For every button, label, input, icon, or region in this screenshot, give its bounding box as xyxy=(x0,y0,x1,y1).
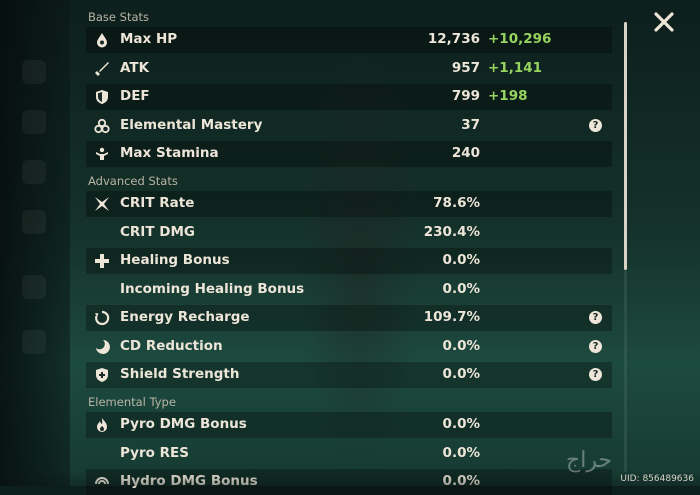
stat-label: Hydro DMG Bonus xyxy=(120,473,258,489)
sidebar-ghost-icon xyxy=(22,60,46,84)
section-title-base-stats: Base Stats xyxy=(88,10,150,24)
stat-value: 37 xyxy=(461,117,480,133)
stat-label: CRIT Rate xyxy=(120,195,195,211)
stat-row-max-stamina: Max Stamina 240 xyxy=(86,141,612,167)
left-sidebar-strip xyxy=(0,0,70,486)
stat-row-pyro-dmg-bonus: Pyro DMG Bonus 0.0% xyxy=(86,412,612,438)
bottom-fade xyxy=(0,470,700,486)
stat-value: 230.4% xyxy=(423,224,480,240)
section-title-elemental-type: Elemental Type xyxy=(88,395,176,409)
stat-label: ATK xyxy=(120,60,150,76)
stat-value: 799 xyxy=(451,88,480,104)
stat-row-pyro-res: Pyro RES 0.0% xyxy=(86,441,612,467)
stat-value: 78.6% xyxy=(433,195,480,211)
help-icon[interactable]: ? xyxy=(589,119,602,132)
stat-label: DEF xyxy=(120,88,150,104)
shield-strength-icon xyxy=(96,368,108,382)
stat-row-max-hp: Max HP 12,736 +10,296 xyxy=(86,27,612,53)
stat-label: Pyro DMG Bonus xyxy=(120,416,247,432)
stat-value: 12,736 xyxy=(427,31,480,47)
stat-row-elemental-mastery: Elemental Mastery 37 ? xyxy=(86,113,612,139)
stat-value: 109.7% xyxy=(423,309,480,325)
stat-bonus: +1,141 xyxy=(488,60,543,76)
crit-icon xyxy=(95,197,109,211)
stat-value: 0.0% xyxy=(442,445,480,461)
pyro-icon xyxy=(97,418,107,432)
uid-label: UID: 856489636 xyxy=(620,474,694,484)
healing-cross-icon xyxy=(95,254,109,268)
stat-label: Elemental Mastery xyxy=(120,117,263,133)
sidebar-ghost-icon xyxy=(22,275,46,299)
stat-value: 0.0% xyxy=(442,366,480,382)
stat-value: 0.0% xyxy=(442,416,480,432)
stamina-icon xyxy=(96,147,108,160)
character-silhouette xyxy=(300,40,420,480)
stat-value: 240 xyxy=(451,145,480,161)
stat-row-energy-recharge: Energy Recharge 109.7% ? xyxy=(86,305,612,331)
close-button[interactable] xyxy=(651,9,677,35)
section-title-advanced-stats: Advanced Stats xyxy=(88,174,178,188)
sidebar-ghost-icon xyxy=(22,330,46,354)
stats-panel: Base Stats Max HP 12,736 +10,296 ATK 957… xyxy=(86,0,614,495)
stat-value: 0.0% xyxy=(442,338,480,354)
stat-value: 0.0% xyxy=(442,252,480,268)
watermark-logo: حراج xyxy=(566,448,613,473)
sword-icon xyxy=(95,62,109,76)
scrollbar-thumb[interactable] xyxy=(624,22,627,270)
stat-label: CD Reduction xyxy=(120,338,223,354)
stat-value: 0.0% xyxy=(442,281,480,297)
stat-bonus: +10,296 xyxy=(488,31,552,47)
stat-row-healing-bonus: Healing Bonus 0.0% xyxy=(86,248,612,274)
stat-value: 957 xyxy=(451,60,480,76)
help-icon[interactable]: ? xyxy=(589,340,602,353)
hydro-icon xyxy=(95,477,109,485)
stat-label: Max Stamina xyxy=(120,145,219,161)
help-icon[interactable]: ? xyxy=(589,311,602,324)
stat-value: 0.0% xyxy=(443,473,480,489)
sidebar-ghost-icon xyxy=(22,110,46,134)
sidebar-ghost-icon xyxy=(22,160,46,184)
stat-row-shield-strength: Shield Strength 0.0% ? xyxy=(86,362,612,388)
stat-label: Incoming Healing Bonus xyxy=(120,281,305,297)
mastery-icon xyxy=(94,118,110,134)
stat-bonus: +198 xyxy=(488,88,528,104)
stat-row-crit-rate: CRIT Rate 78.6% xyxy=(86,191,612,217)
energy-recharge-icon xyxy=(95,310,110,326)
sidebar-ghost-icon xyxy=(22,210,46,234)
stat-row-crit-dmg: CRIT DMG 230.4% xyxy=(86,220,612,246)
stat-row-def: DEF 799 +198 xyxy=(86,84,612,110)
cd-reduction-icon xyxy=(96,340,110,354)
stat-row-atk: ATK 957 +1,141 xyxy=(86,56,612,82)
water-drop-icon xyxy=(97,33,107,48)
stat-row-incoming-healing-bonus: Incoming Healing Bonus 0.0% xyxy=(86,277,612,303)
stat-label: Energy Recharge xyxy=(120,309,250,325)
close-icon xyxy=(654,12,674,32)
stat-label: Pyro RES xyxy=(120,445,189,461)
help-icon[interactable]: ? xyxy=(589,368,602,381)
stat-label: Max HP xyxy=(120,31,178,47)
stat-label: CRIT DMG xyxy=(120,224,195,240)
shield-icon xyxy=(96,90,108,104)
stat-row-cd-reduction: CD Reduction 0.0% ? xyxy=(86,334,612,360)
stat-label: Healing Bonus xyxy=(120,252,230,268)
stat-label: Shield Strength xyxy=(120,366,240,382)
